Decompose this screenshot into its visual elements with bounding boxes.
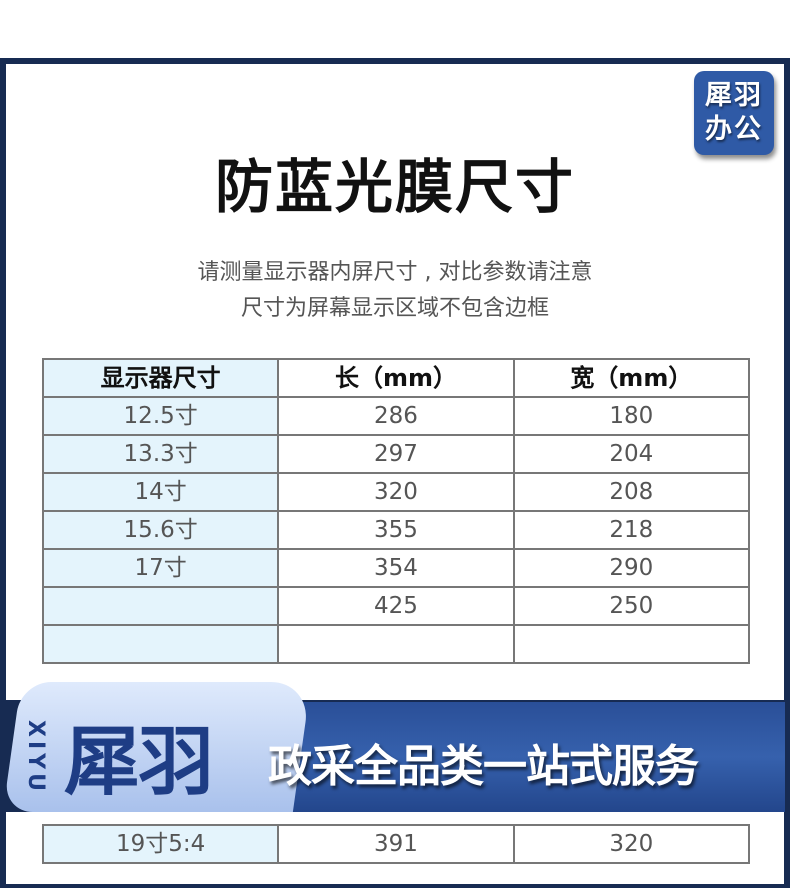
table-row: 15.6寸 355 218 [41, 510, 751, 550]
size-table: 显示器尺寸 长（mm） 宽（mm） 12.5寸 286 180 13.3寸 297 204… [41, 358, 751, 664]
cell-size [41, 586, 280, 626]
table-row: 14寸 320 208 [41, 472, 751, 512]
header-size: 显示器尺寸 [41, 358, 280, 398]
header-width: 宽（mm） [512, 358, 751, 398]
cell-length: 320 [277, 472, 515, 512]
cell-size [41, 624, 280, 664]
table-header-row: 显示器尺寸 长（mm） 宽（mm） [41, 358, 751, 398]
cell-width: 218 [512, 510, 751, 550]
cell-length [277, 624, 515, 664]
header-length: 长（mm） [277, 358, 515, 398]
table-row [41, 624, 751, 664]
banner-bar [250, 702, 785, 812]
banner-slogan: 政采全品类一站式服务 [268, 741, 699, 792]
cell-size: 12.5寸 [41, 396, 280, 436]
cell-width: 208 [512, 472, 751, 512]
cell-length: 355 [277, 510, 515, 550]
table-row: 12.5寸 286 180 [41, 396, 751, 436]
promo-banner: XIYU 犀羽 政采全品类一站式服务 [0, 682, 790, 814]
subtitle-line-2: 尺寸为屏幕显示区域不包含边框 [240, 296, 549, 321]
cell-length: 354 [277, 548, 515, 588]
logo-line-1: 犀羽 [705, 80, 763, 111]
banner-latin: XIYU [23, 719, 48, 795]
table-row: 19寸5:4 391 320 [41, 824, 751, 864]
cell-length: 286 [277, 396, 515, 436]
banner-brand: 犀羽 [64, 717, 214, 806]
logo-line-2: 办公 [705, 114, 763, 145]
subtitle-line-1: 请测量显示器内屏尺寸 , 对比参数请注意 [197, 260, 593, 285]
brand-logo: 犀羽 办公 [694, 71, 774, 155]
cell-width: 320 [512, 824, 751, 864]
size-table-continued: 19寸5:4 391 320 [41, 824, 751, 864]
cell-size: 13.3寸 [41, 434, 280, 474]
cell-width: 290 [512, 548, 751, 588]
table-row: 17寸 354 290 [41, 548, 751, 588]
table-row: 425 250 [41, 586, 751, 626]
cell-width: 180 [512, 396, 751, 436]
cell-size: 17寸 [41, 548, 280, 588]
table-row: 13.3寸 297 204 [41, 434, 751, 474]
cell-width: 204 [512, 434, 751, 474]
cell-size: 15.6寸 [41, 510, 280, 550]
cell-size: 19寸5:4 [41, 824, 280, 864]
cell-width [512, 624, 751, 664]
cell-length: 297 [277, 434, 515, 474]
cell-length: 425 [277, 586, 515, 626]
cell-length: 391 [277, 824, 515, 864]
page-title: 防蓝光膜尺寸 [214, 153, 575, 221]
cell-size: 14寸 [41, 472, 280, 512]
cell-width: 250 [512, 586, 751, 626]
